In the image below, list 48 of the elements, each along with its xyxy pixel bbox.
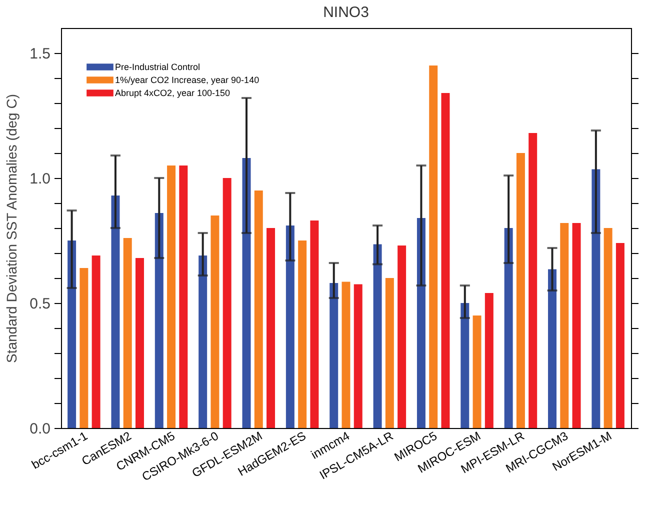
- bar: [398, 246, 406, 428]
- bar: [154, 213, 164, 428]
- bar: [548, 269, 557, 428]
- bar: [330, 283, 338, 428]
- bar: [472, 316, 482, 428]
- bar: [198, 256, 208, 428]
- legend-label: 1%/year CO2 Increase, year 90-140: [115, 75, 260, 85]
- bar: [242, 158, 251, 428]
- bar: [210, 216, 220, 428]
- bar: [111, 196, 120, 428]
- bar: [123, 238, 132, 428]
- bar: [416, 218, 426, 428]
- bar: [560, 223, 569, 428]
- bar: [135, 258, 144, 428]
- bar: [354, 284, 362, 428]
- bar: [80, 268, 88, 428]
- bar: [429, 66, 438, 428]
- bar: [373, 244, 382, 428]
- bar: [572, 223, 581, 428]
- chart-title: NINO3: [323, 4, 369, 21]
- bar: [286, 226, 294, 428]
- bar: [167, 166, 176, 428]
- bar: [179, 166, 188, 428]
- bar: [592, 169, 600, 428]
- bar: [441, 93, 450, 428]
- bar: [342, 282, 350, 428]
- bar: [68, 240, 76, 428]
- bar: [460, 303, 470, 428]
- bar: [604, 228, 612, 428]
- bar: [298, 240, 307, 428]
- legend-label: Abrupt 4xCO2, year 100-150: [115, 88, 230, 98]
- bar: [254, 190, 263, 428]
- bar: [385, 278, 394, 428]
- y-tick-label: 1.5: [30, 46, 50, 62]
- bar: [92, 256, 100, 428]
- bar: [504, 228, 513, 428]
- bar: [528, 133, 538, 428]
- bar: [266, 228, 276, 428]
- y-tick-label: 0.0: [30, 420, 50, 438]
- bar: [484, 293, 494, 428]
- bar: [310, 220, 319, 428]
- y-tick-label: 0.5: [30, 296, 50, 312]
- bar: [616, 243, 624, 428]
- legend-label: Pre-Industrial Control: [115, 62, 200, 72]
- y-tick-label: 1.0: [30, 170, 50, 188]
- bar: [222, 178, 232, 428]
- y-axis-title: Standard Deviation SST Anomalies (deg C): [4, 94, 20, 363]
- bar: [516, 153, 525, 428]
